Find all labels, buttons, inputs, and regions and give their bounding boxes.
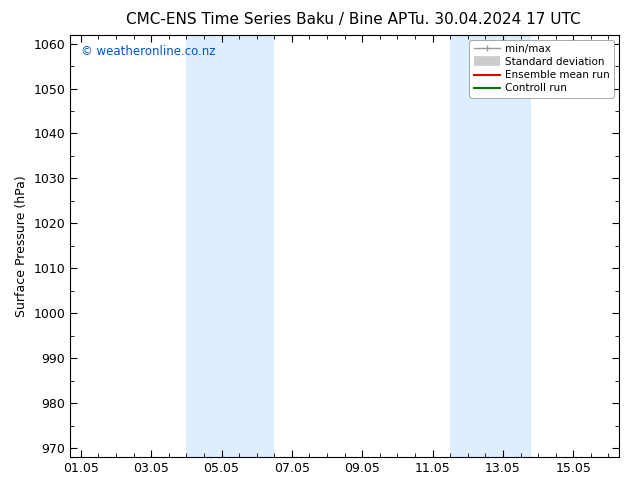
Bar xyxy=(186,35,275,457)
Text: CMC-ENS Time Series Baku / Bine AP: CMC-ENS Time Series Baku / Bine AP xyxy=(126,12,407,27)
Text: © weatheronline.co.nz: © weatheronline.co.nz xyxy=(81,45,216,58)
Legend: min/max, Standard deviation, Ensemble mean run, Controll run: min/max, Standard deviation, Ensemble me… xyxy=(469,40,614,98)
Bar xyxy=(450,35,531,457)
Text: Tu. 30.04.2024 17 UTC: Tu. 30.04.2024 17 UTC xyxy=(408,12,581,27)
Y-axis label: Surface Pressure (hPa): Surface Pressure (hPa) xyxy=(15,175,28,317)
